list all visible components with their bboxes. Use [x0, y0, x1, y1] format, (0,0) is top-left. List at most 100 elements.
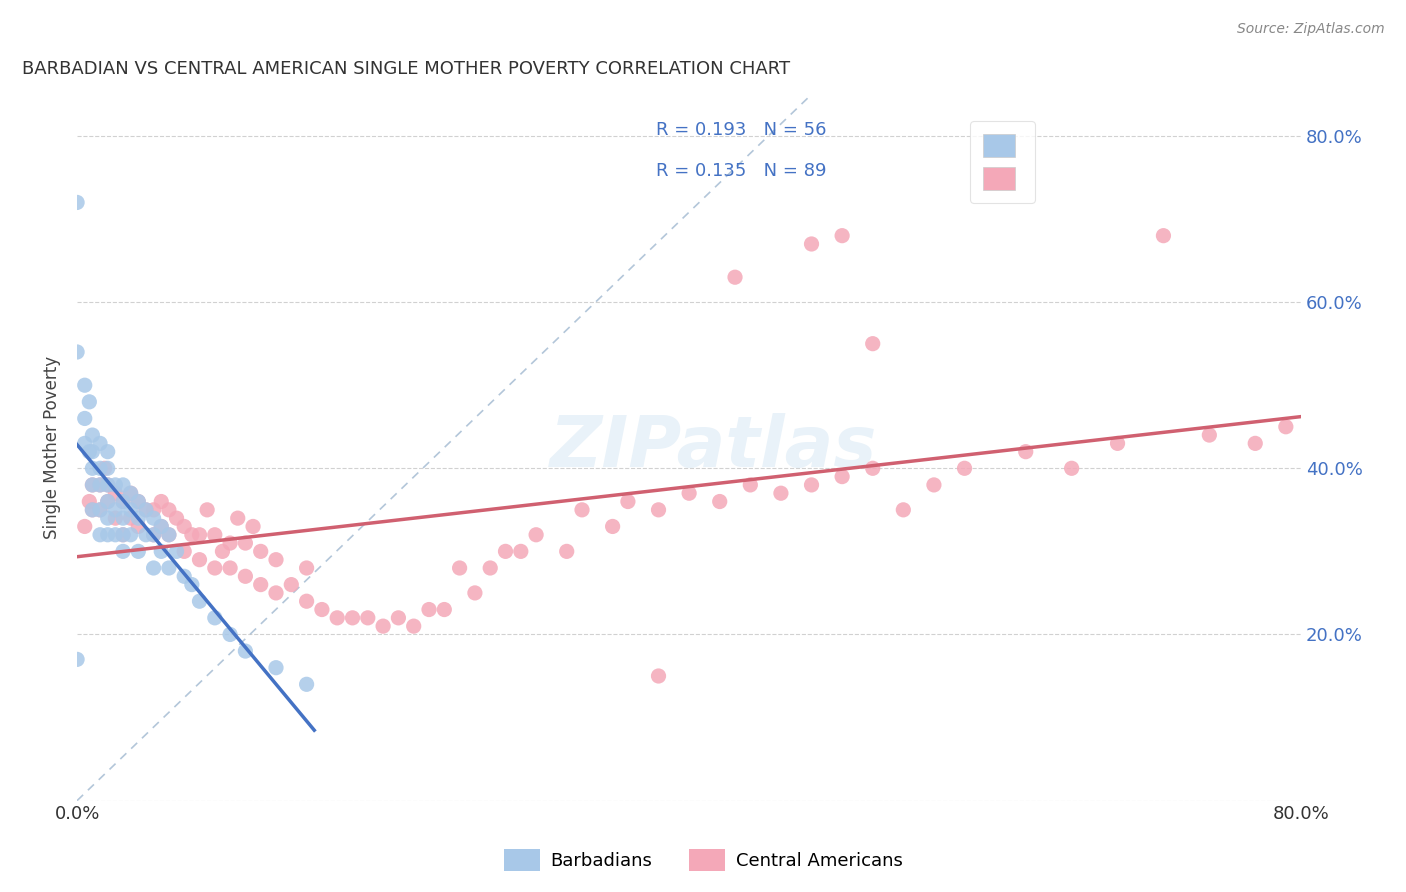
Point: [120, 486, 142, 500]
Point: [82, 503, 104, 517]
Point: [89, 503, 111, 517]
Point: [120, 503, 142, 517]
Point: [104, 528, 127, 542]
Point: [226, 511, 249, 525]
Point: [89, 436, 111, 450]
Point: [769, 486, 792, 500]
Point: [111, 511, 134, 525]
Point: [127, 519, 149, 533]
Point: [135, 503, 157, 517]
Point: [204, 528, 226, 542]
Point: [89, 503, 111, 517]
Point: [449, 561, 471, 575]
Point: [479, 561, 502, 575]
Point: [571, 503, 593, 517]
Point: [953, 461, 976, 475]
Point: [104, 511, 127, 525]
Point: [326, 611, 349, 625]
Point: [79, 394, 101, 409]
Point: [82, 503, 104, 517]
Point: [249, 544, 271, 558]
Point: [180, 577, 202, 591]
Point: [127, 494, 149, 508]
Point: [97, 511, 120, 525]
Point: [120, 486, 142, 500]
Point: [800, 478, 823, 492]
Point: [204, 561, 226, 575]
Point: [342, 611, 364, 625]
Point: [295, 677, 318, 691]
Point: [524, 528, 547, 542]
Point: [1107, 436, 1129, 450]
Point: [82, 428, 104, 442]
Text: ZIPatlas: ZIPatlas: [550, 413, 877, 482]
Point: [111, 528, 134, 542]
Point: [79, 444, 101, 458]
Point: [157, 528, 180, 542]
Text: BARBADIAN VS CENTRAL AMERICAN SINGLE MOTHER POVERTY CORRELATION CHART: BARBADIAN VS CENTRAL AMERICAN SINGLE MOT…: [22, 60, 790, 78]
Point: [264, 661, 287, 675]
Point: [235, 569, 257, 583]
Point: [142, 561, 165, 575]
Point: [280, 577, 302, 591]
Point: [357, 611, 380, 625]
Point: [127, 544, 149, 558]
Point: [371, 619, 394, 633]
Point: [82, 444, 104, 458]
Point: [1275, 419, 1298, 434]
Point: [219, 536, 242, 550]
Point: [249, 577, 271, 591]
Point: [111, 478, 134, 492]
Point: [142, 511, 165, 525]
Point: [104, 486, 127, 500]
Point: [150, 519, 173, 533]
Point: [97, 494, 120, 508]
Point: [264, 552, 287, 566]
Point: [555, 544, 578, 558]
Point: [97, 528, 120, 542]
Legend: , : ,: [970, 121, 1035, 202]
Point: [242, 519, 264, 533]
Point: [120, 528, 142, 542]
Point: [188, 528, 211, 542]
Point: [73, 519, 96, 533]
Point: [1152, 228, 1174, 243]
Point: [97, 444, 120, 458]
Point: [93, 461, 115, 475]
Point: [157, 503, 180, 517]
Point: [180, 528, 202, 542]
Point: [387, 611, 409, 625]
Point: [150, 519, 173, 533]
Point: [831, 228, 853, 243]
Point: [166, 544, 188, 558]
Point: [142, 528, 165, 542]
Point: [173, 544, 195, 558]
Point: [173, 569, 195, 583]
Point: [678, 486, 700, 500]
Point: [740, 478, 762, 492]
Point: [157, 528, 180, 542]
Point: [1015, 444, 1038, 458]
Point: [142, 503, 165, 517]
Point: [127, 494, 149, 508]
Point: [135, 503, 157, 517]
Point: [295, 561, 318, 575]
Point: [402, 619, 425, 633]
Point: [142, 528, 165, 542]
Point: [150, 494, 173, 508]
Point: [157, 561, 180, 575]
Point: [724, 270, 747, 285]
Point: [73, 411, 96, 425]
Point: [111, 494, 134, 508]
Point: [862, 461, 884, 475]
Point: [82, 461, 104, 475]
Point: [82, 478, 104, 492]
Point: [311, 602, 333, 616]
Point: [97, 478, 120, 492]
Point: [219, 561, 242, 575]
Point: [73, 378, 96, 392]
Point: [418, 602, 440, 616]
Point: [235, 536, 257, 550]
Point: [97, 494, 120, 508]
Point: [79, 494, 101, 508]
